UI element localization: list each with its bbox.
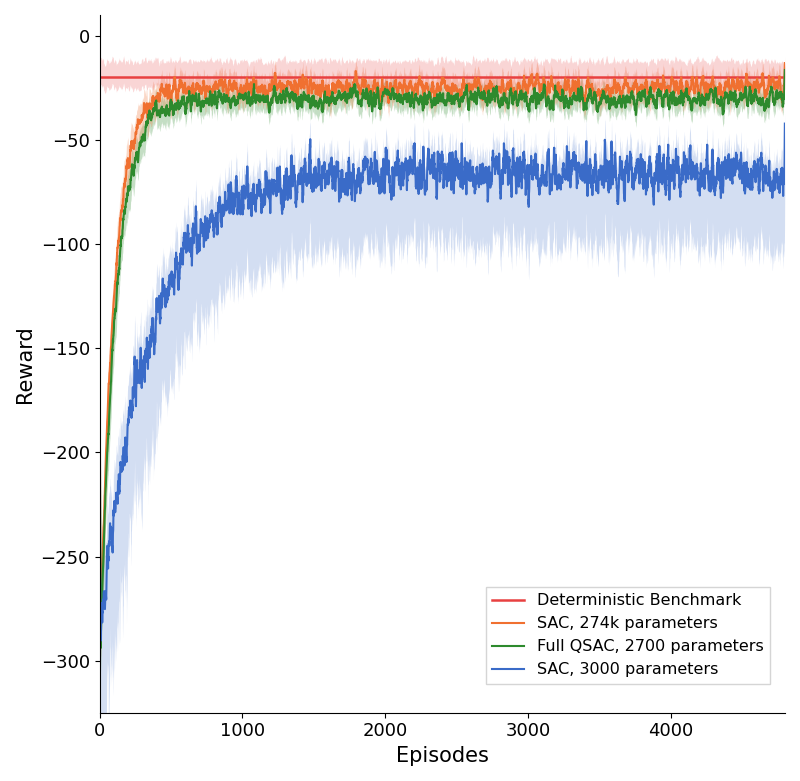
Y-axis label: Reward: Reward	[15, 325, 35, 403]
SAC, 274k parameters	[780, 59, 790, 68]
SAC, 3000 parameters	[513, 155, 522, 165]
SAC, 274k parameters	[618, 88, 627, 98]
Full QSAC, 2700 parameters	[780, 66, 790, 75]
SAC, 3000 parameters	[780, 119, 790, 128]
SAC, 3000 parameters	[96, 636, 106, 645]
SAC, 274k parameters	[96, 628, 106, 637]
X-axis label: Episodes: Episodes	[396, 746, 489, 766]
Full QSAC, 2700 parameters	[417, 95, 426, 105]
Deterministic Benchmark	[95, 73, 105, 82]
Line: Full QSAC, 2700 parameters: Full QSAC, 2700 parameters	[100, 70, 785, 648]
SAC, 274k parameters	[95, 339, 105, 348]
SAC, 3000 parameters	[119, 443, 129, 452]
SAC, 274k parameters	[513, 81, 522, 91]
Full QSAC, 2700 parameters	[618, 95, 627, 105]
Full QSAC, 2700 parameters	[95, 348, 105, 357]
SAC, 274k parameters	[358, 76, 368, 85]
SAC, 3000 parameters	[358, 169, 368, 178]
SAC, 274k parameters	[417, 78, 426, 87]
Line: SAC, 274k parameters: SAC, 274k parameters	[100, 63, 785, 633]
SAC, 274k parameters	[494, 82, 504, 91]
SAC, 3000 parameters	[417, 181, 426, 191]
SAC, 3000 parameters	[618, 176, 627, 185]
Legend: Deterministic Benchmark, SAC, 274k parameters, Full QSAC, 2700 parameters, SAC, : Deterministic Benchmark, SAC, 274k param…	[486, 587, 770, 684]
Line: SAC, 3000 parameters: SAC, 3000 parameters	[100, 123, 785, 640]
Full QSAC, 2700 parameters	[494, 101, 504, 110]
Full QSAC, 2700 parameters	[119, 211, 129, 220]
Deterministic Benchmark	[95, 73, 105, 82]
SAC, 3000 parameters	[494, 157, 504, 166]
Full QSAC, 2700 parameters	[96, 644, 106, 653]
SAC, 3000 parameters	[95, 325, 105, 334]
SAC, 274k parameters	[119, 184, 129, 194]
Full QSAC, 2700 parameters	[513, 99, 522, 109]
Full QSAC, 2700 parameters	[358, 87, 368, 97]
